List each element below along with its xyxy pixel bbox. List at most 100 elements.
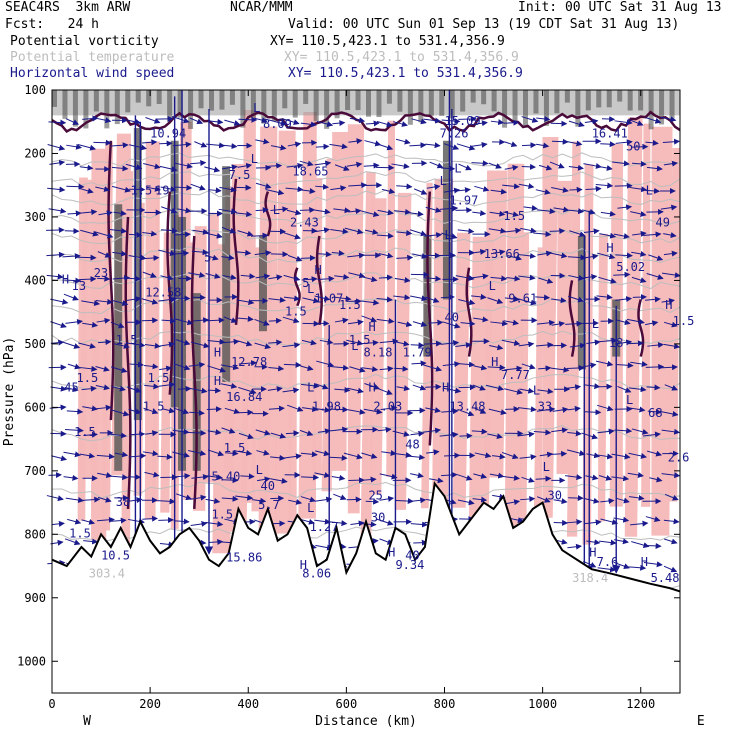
- wind-arrow: [377, 388, 393, 395]
- wind-arrow: [80, 209, 98, 216]
- high-marker: H: [606, 241, 613, 255]
- wind-arrow: [569, 186, 583, 193]
- wind-arrow: [234, 409, 254, 416]
- wind-arrow: [536, 496, 551, 503]
- wind-arrow: [517, 298, 537, 306]
- stratosphere-texture: [470, 90, 476, 103]
- wind-arrow: [612, 160, 630, 167]
- wind-arrow: [126, 296, 142, 303]
- wind-arrow: [316, 121, 334, 127]
- wind-arrow: [127, 275, 142, 282]
- stratosphere-texture: [72, 90, 78, 127]
- low-marker: L: [307, 501, 314, 515]
- wind-arrow: [314, 518, 331, 525]
- x-tick-label: 1000: [528, 697, 557, 711]
- wind-arrow: [458, 163, 472, 171]
- wind-arrow: [192, 228, 209, 235]
- x-tick-label: 200: [139, 697, 161, 711]
- wind-arrow: [126, 386, 142, 393]
- pv-positive-streak: [519, 232, 530, 535]
- pv-contour: [315, 235, 323, 326]
- wind-arrow: [565, 518, 583, 525]
- wind-arrow: [423, 117, 442, 124]
- wind-arrow: [397, 321, 413, 328]
- wind-arrow: [599, 232, 617, 239]
- contour-value-label: 1.5: [77, 371, 99, 385]
- pv-high-core: [192, 293, 201, 471]
- wind-arrow: [490, 119, 505, 126]
- wind-arrow: [521, 116, 539, 123]
- wind-arrow: [631, 276, 647, 283]
- wind-arrow: [429, 477, 444, 484]
- wind-arrow: [125, 163, 143, 171]
- y-tick-label: 700: [24, 464, 46, 478]
- wind-arrow: [423, 340, 443, 347]
- pv-high-core: [442, 140, 451, 300]
- stratosphere-texture: [93, 90, 99, 112]
- pv-positive-streak: [556, 180, 572, 474]
- wind-arrow: [456, 143, 476, 151]
- wind-arrow: [255, 429, 271, 436]
- pv-positive-streak: [151, 158, 161, 502]
- wind-arrow: [598, 474, 613, 481]
- wind-arrow: [236, 299, 255, 305]
- theta-line: [51, 189, 681, 207]
- pv-contours: [51, 110, 681, 509]
- wind-arrow: [178, 385, 192, 392]
- wind-arrow: [411, 360, 427, 367]
- stratosphere-texture: [418, 90, 424, 123]
- wind-arrow: [363, 162, 380, 169]
- wind-arrow: [615, 339, 633, 346]
- wind-arrow: [238, 432, 254, 440]
- low-marker: L: [251, 152, 258, 166]
- wind-arrow: [409, 229, 427, 237]
- wind-arrow: [110, 432, 128, 439]
- wind-arrow: [208, 118, 224, 125]
- wind-arrow: [283, 274, 301, 282]
- wind-arrow: [600, 210, 616, 217]
- field-xy-pv: XY= 110.5,423.1 to 531.4,356.9: [270, 34, 505, 49]
- wind-arrow: [662, 138, 681, 145]
- wind-arrow: [255, 138, 270, 145]
- wind-arrow: [97, 117, 112, 124]
- wind-arrow: [79, 276, 97, 283]
- wind-arrow: [489, 210, 506, 217]
- wind-arrow: [51, 520, 65, 527]
- wind-arrow: [157, 498, 176, 505]
- wind-arrow: [50, 339, 65, 346]
- wind-arrow: [224, 450, 239, 457]
- x-tick-label: 800: [434, 697, 456, 711]
- contour-value-label: 1.5: [339, 298, 361, 312]
- wind-arrow: [250, 232, 269, 239]
- wind-arrow: [551, 138, 569, 145]
- wind-arrow: [77, 254, 97, 261]
- wind-arrow: [265, 188, 285, 196]
- stratosphere-texture: [428, 90, 434, 116]
- wind-arrow: [158, 517, 174, 524]
- wind-arrow: [257, 476, 271, 483]
- stratosphere-texture: [554, 90, 560, 114]
- plot-frame: [51, 89, 681, 694]
- wind-arrow: [173, 518, 190, 525]
- y-tick-label: 400: [24, 273, 46, 287]
- wind-arrow: [567, 384, 582, 391]
- wind-arrow: [457, 187, 471, 194]
- wind-arrow: [270, 432, 287, 439]
- wind-arrow: [331, 474, 346, 481]
- wind-arrow: [207, 338, 226, 345]
- wind-arrow: [93, 404, 112, 411]
- wind-arrow: [128, 453, 147, 459]
- wind-arrow: [333, 493, 347, 501]
- wind-arrow: [254, 117, 268, 124]
- wind-arrow: [94, 231, 114, 239]
- x-tick-label: 0: [48, 697, 55, 711]
- stratosphere-texture: [271, 90, 277, 122]
- wind-arrow: [568, 295, 585, 303]
- wind-arrow: [205, 273, 221, 279]
- high-marker: H: [214, 374, 221, 388]
- stratosphere-texture: [146, 90, 152, 107]
- wind-arrow: [160, 274, 174, 281]
- wind-arrow: [236, 315, 254, 322]
- high-marker: H: [665, 298, 672, 312]
- wind-arrow: [381, 450, 397, 456]
